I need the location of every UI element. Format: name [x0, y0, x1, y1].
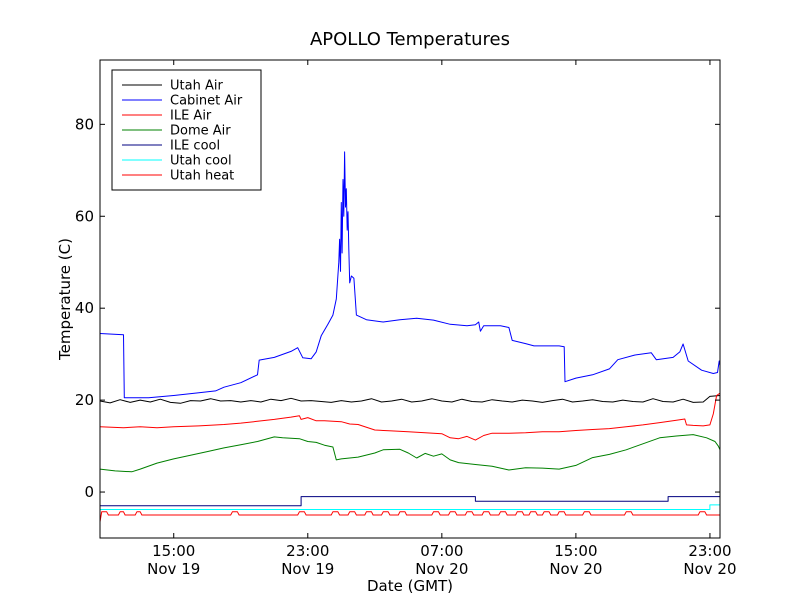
- legend-label-6: Utah heat: [170, 169, 234, 184]
- legend-label-4: ILE cool: [170, 139, 220, 154]
- chart-title: APOLLO Temperatures: [310, 29, 510, 50]
- y-tick-label-0: 0: [84, 483, 94, 501]
- y-axis-title: Temperature (C): [56, 238, 74, 361]
- x-tick-label-time-4: 23:00: [688, 542, 731, 560]
- x-tick-label-date-0: Nov 19: [147, 560, 200, 578]
- y-tick-label-3: 60: [75, 207, 94, 225]
- series-line-6: [99, 511, 720, 522]
- x-axis-title: Date (GMT): [367, 577, 453, 595]
- legend-label-0: Utah Air: [170, 79, 223, 94]
- series-line-4: [100, 496, 720, 507]
- x-tick-label-time-2: 07:00: [420, 542, 463, 560]
- y-tick-label-1: 20: [75, 391, 94, 409]
- x-tick-label-date-2: Nov 20: [415, 560, 468, 578]
- series-line-3: [99, 434, 721, 473]
- plot-frame: [99, 59, 721, 539]
- series-line-0: [99, 395, 721, 404]
- y-tick-label-4: 80: [75, 115, 94, 133]
- x-tick-label-date-1: Nov 19: [281, 560, 334, 578]
- legend-label-2: ILE Air: [170, 109, 212, 124]
- x-tick-label-date-3: Nov 20: [549, 560, 602, 578]
- legend-label-5: Utah cool: [170, 154, 232, 169]
- legend-label-3: Dome Air: [170, 124, 231, 139]
- x-tick-label-date-4: Nov 20: [683, 560, 736, 578]
- x-tick-label-time-0: 15:00: [152, 542, 195, 560]
- y-tick-label-2: 40: [75, 299, 94, 317]
- series-line-2: [99, 392, 721, 441]
- series-line-5: [100, 504, 720, 510]
- series-line-1: [99, 151, 721, 399]
- legend-label-1: Cabinet Air: [170, 94, 243, 109]
- x-tick-label-time-1: 23:00: [286, 542, 329, 560]
- series-layer: [99, 151, 721, 522]
- x-tick-label-time-3: 15:00: [554, 542, 597, 560]
